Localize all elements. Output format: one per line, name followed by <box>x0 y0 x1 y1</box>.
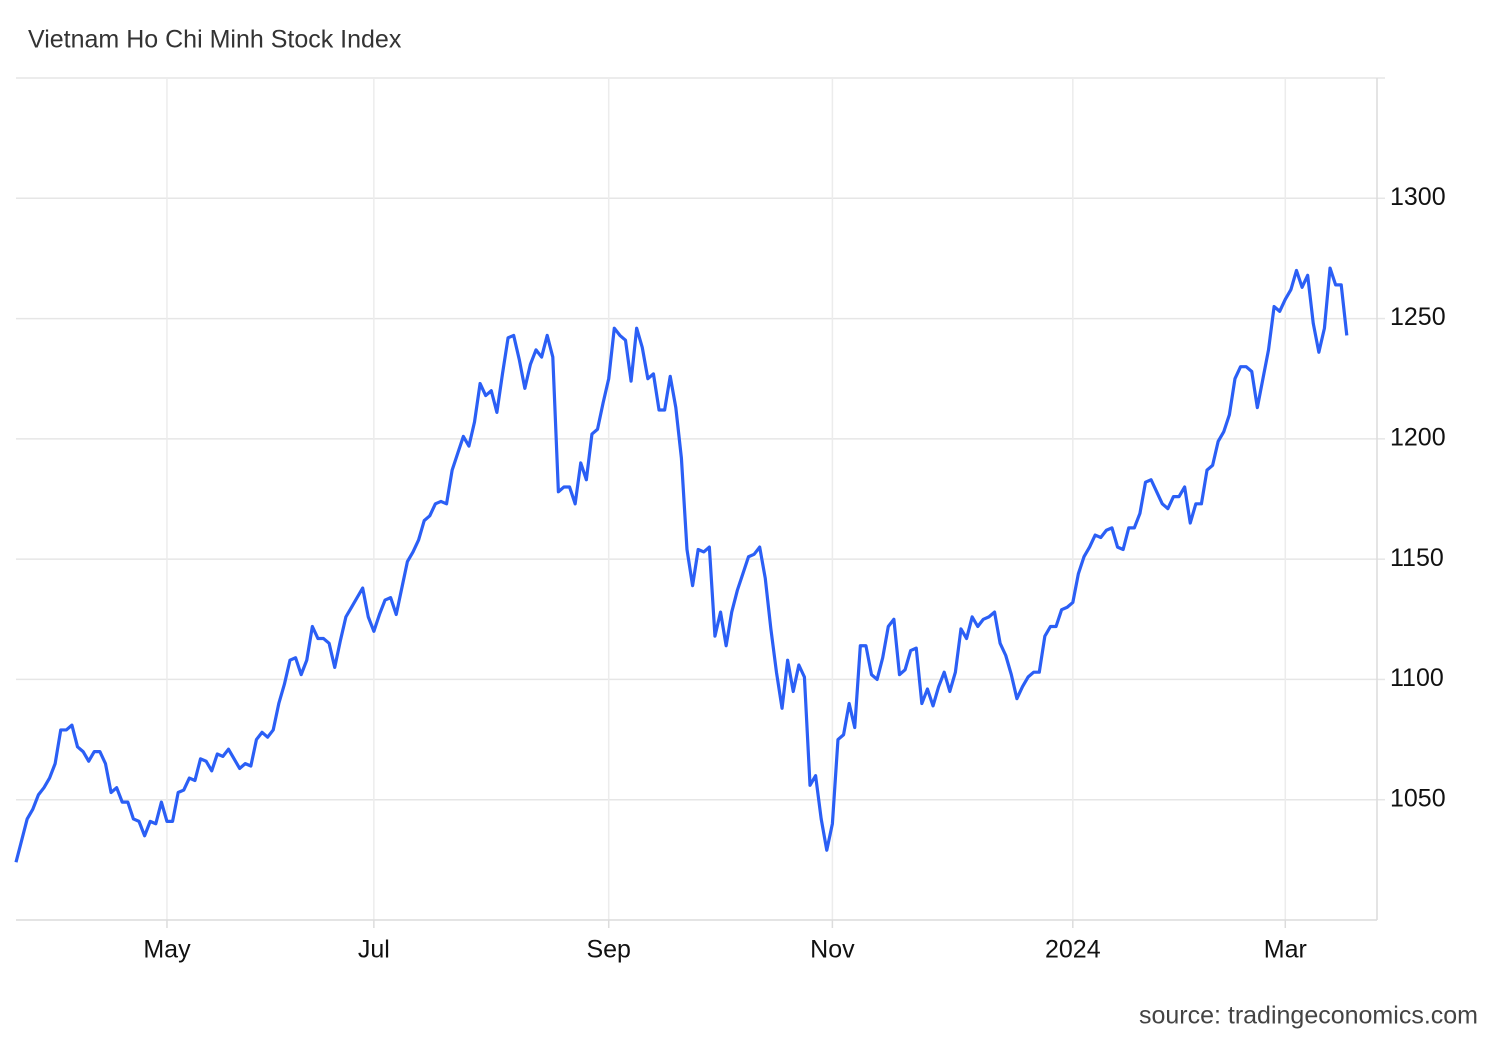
y-tick-label: 1100 <box>1390 664 1444 692</box>
data-line <box>14 266 1349 863</box>
y-tick-label: 1200 <box>1390 423 1446 451</box>
x-tick-label: Jul <box>358 936 390 964</box>
source: source: tradingeconomics.com <box>1139 1002 1478 1030</box>
x-tick-label: Nov <box>810 936 855 964</box>
x-tick-label: 2024 <box>1045 936 1101 964</box>
y-tick-label: 1050 <box>1390 784 1446 812</box>
y-tick-label: 1300 <box>1390 183 1446 211</box>
chart-title: Vietnam Ho Chi Minh Stock Index <box>28 26 402 54</box>
x-tick-label: Mar <box>1264 936 1307 964</box>
y-tick-label: 1150 <box>1390 544 1444 572</box>
y-tick-label: 1250 <box>1390 303 1446 331</box>
x-tick-label: Sep <box>586 936 630 964</box>
x-tick-label: May <box>143 936 191 964</box>
